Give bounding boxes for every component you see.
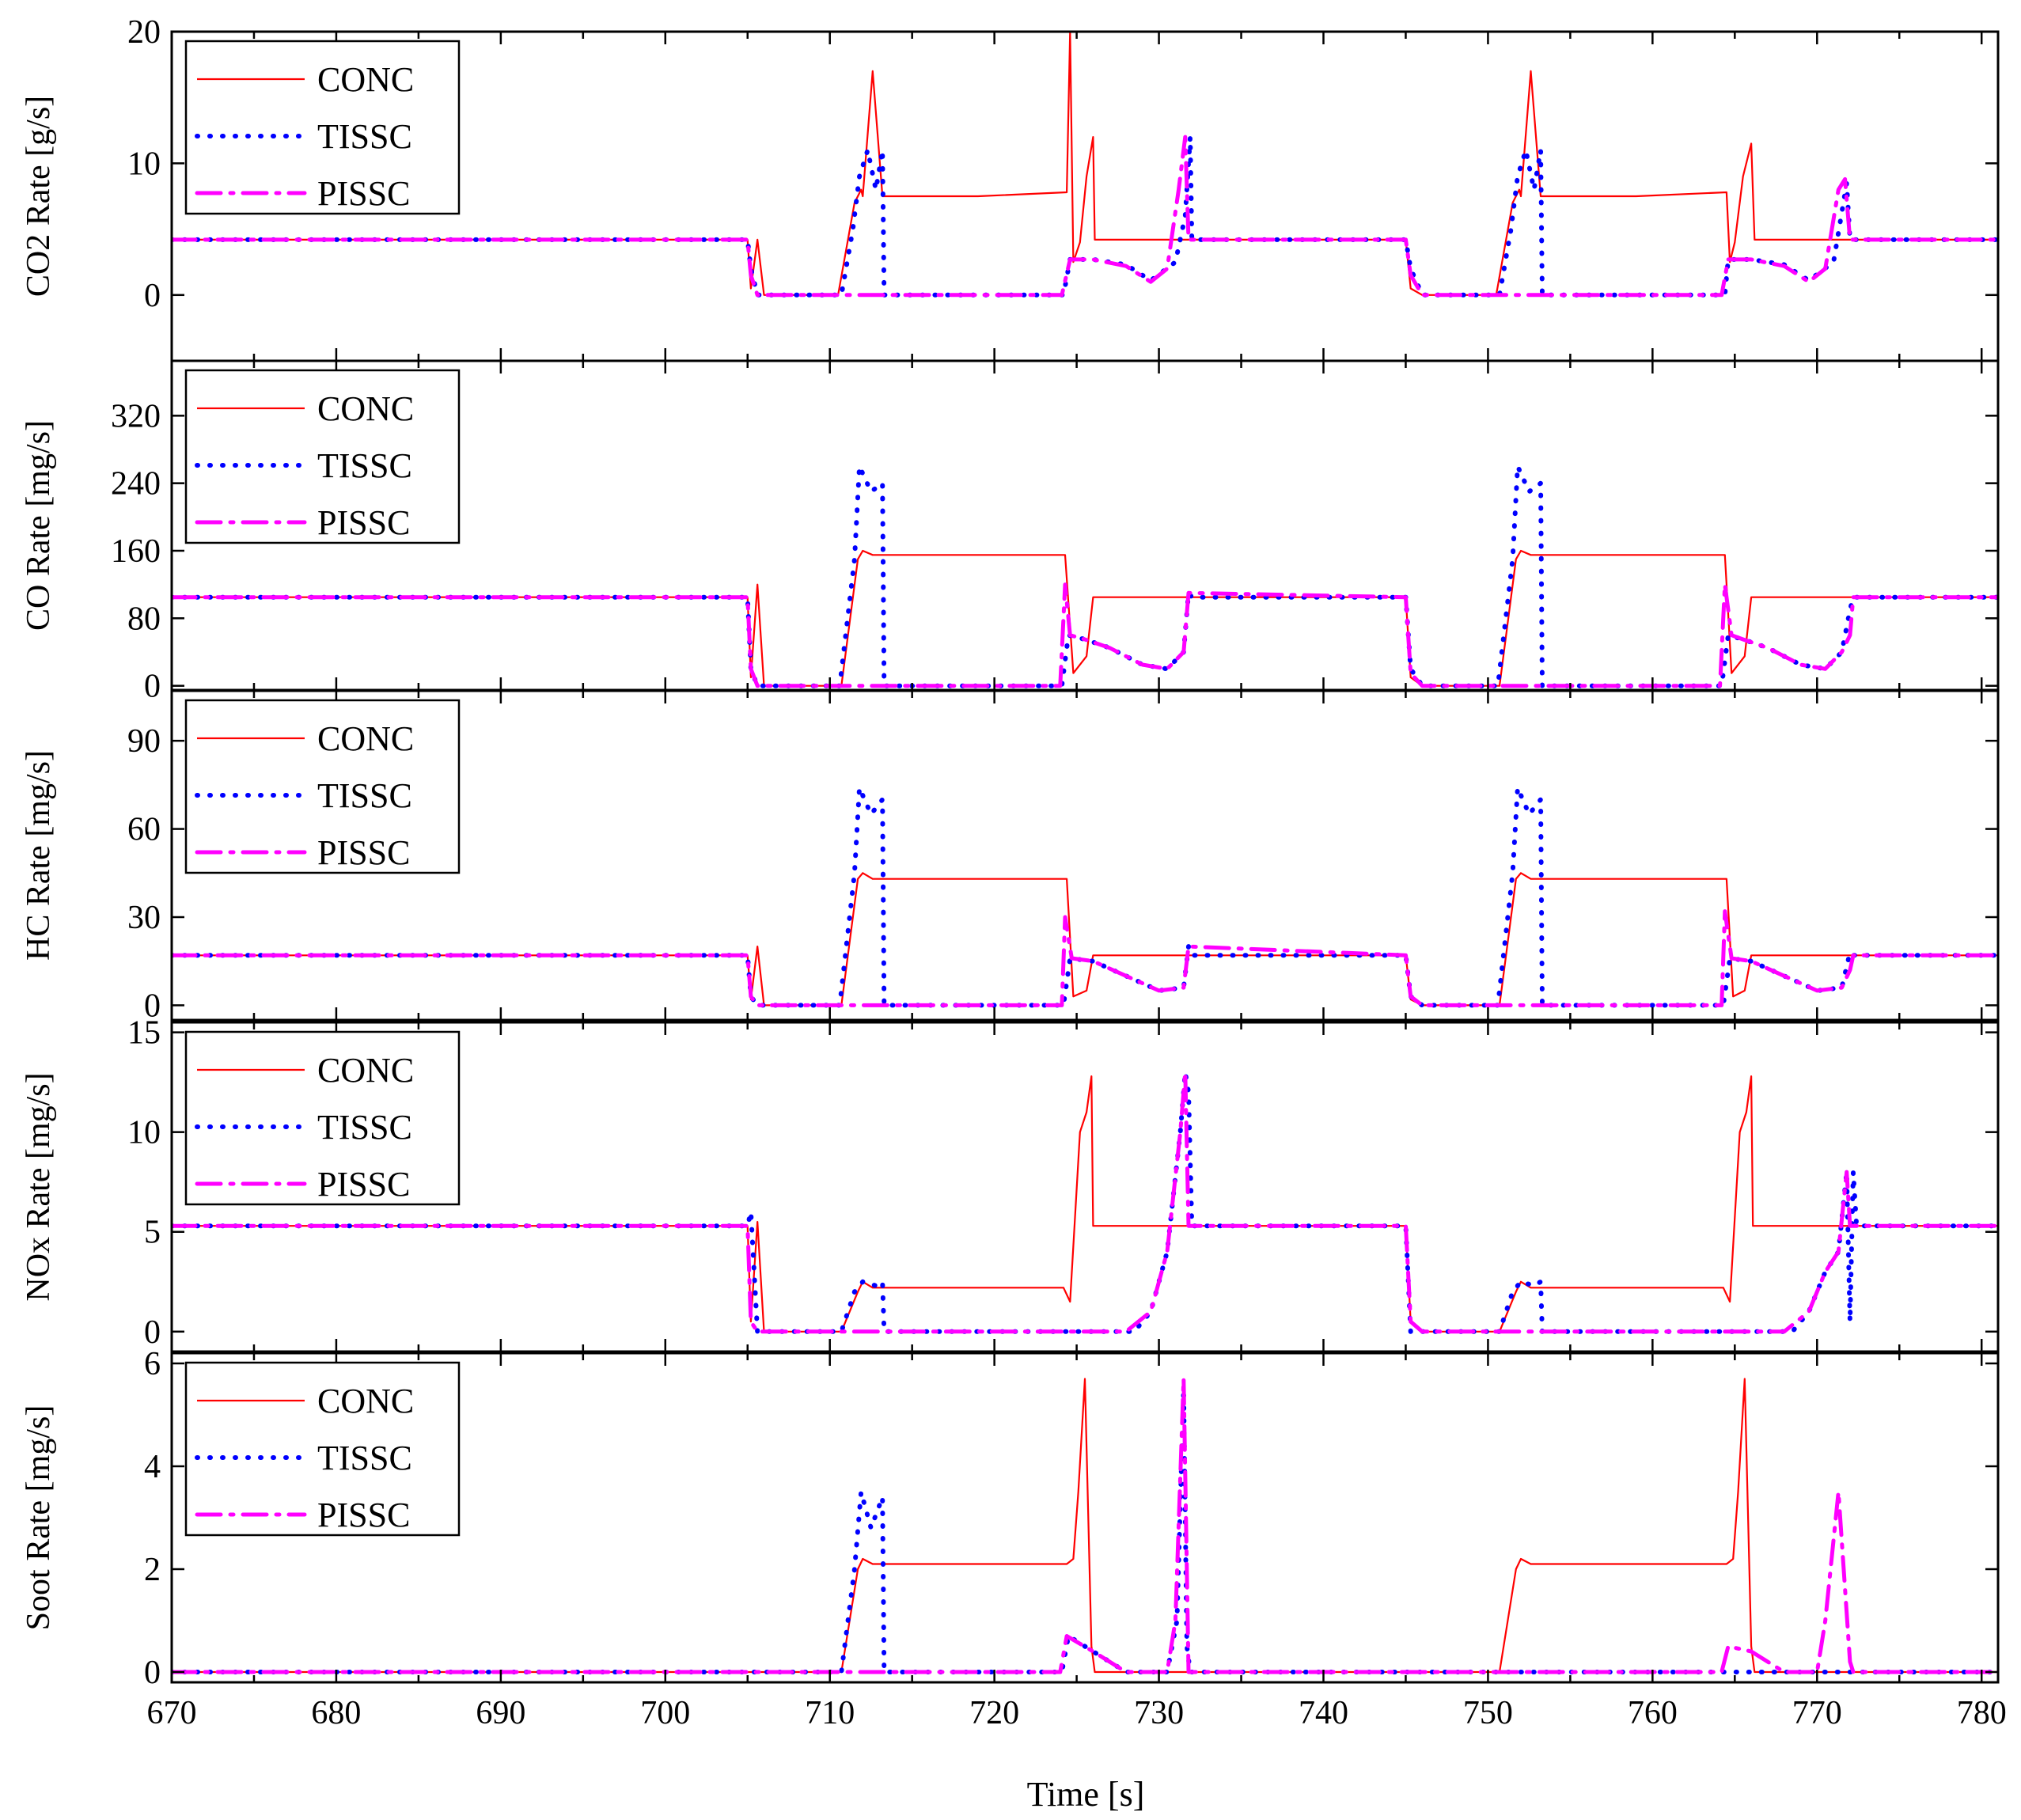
y-tick-label: 0 xyxy=(144,988,161,1024)
x-tick-label: 760 xyxy=(1628,1695,1678,1731)
panel-4: 0 5 10 15 NOx Rate [mg/s] CONC TISSC PISSC xyxy=(21,1015,2000,1353)
series-line-pissc xyxy=(172,135,1998,298)
legend-label-tissc: TISSC xyxy=(317,1108,412,1147)
y-tick-label: 15 xyxy=(127,1015,161,1052)
legend-label-pissc: PISSC xyxy=(317,174,410,213)
legend-label-tissc: TISSC xyxy=(317,776,412,815)
legend-label-conc: CONC xyxy=(317,389,414,428)
x-tick-label: 780 xyxy=(1957,1695,2007,1731)
y-axis-label: CO2 Rate [g/s] xyxy=(21,96,57,297)
plot-frame xyxy=(170,1021,2000,1353)
y-tick-label: 2 xyxy=(144,1552,161,1588)
series-group xyxy=(172,32,1998,298)
series-group xyxy=(172,1070,1998,1334)
panel-1: 0 10 20 CO2 Rate [g/s] CONC TISSC PISSC xyxy=(21,14,2000,362)
series-line-pissc xyxy=(172,1070,1998,1334)
y-tick-label: 10 xyxy=(127,146,161,182)
y-tick-label: 160 xyxy=(111,533,161,570)
series-group xyxy=(172,785,1998,1008)
legend-label-pissc: PISSC xyxy=(317,503,410,542)
x-tick-label: 680 xyxy=(311,1695,361,1731)
y-tick-label: 4 xyxy=(144,1449,161,1485)
y-axis-label: CO Rate [mg/s] xyxy=(21,420,57,631)
y-axis-label: HC Rate [mg/s] xyxy=(21,750,57,961)
legend-label-tissc: TISSC xyxy=(317,446,412,485)
legend-label-conc: CONC xyxy=(317,60,414,99)
series-line-pissc xyxy=(172,909,1998,1007)
y-tick-label: 10 xyxy=(127,1115,161,1151)
series-line-conc xyxy=(172,32,1998,296)
x-tick-label: 770 xyxy=(1792,1695,1842,1731)
x-tick-label: 670 xyxy=(147,1695,197,1731)
x-tick-label: 730 xyxy=(1134,1695,1184,1731)
legend-label-pissc: PISSC xyxy=(317,1165,410,1204)
y-tick-label: 30 xyxy=(127,900,161,936)
series-line-tissc xyxy=(172,785,1998,1008)
x-tick-label: 700 xyxy=(640,1695,690,1731)
y-tick-label: 0 xyxy=(144,1655,161,1691)
legend-label-pissc: PISSC xyxy=(317,1496,410,1534)
y-tick-label: 20 xyxy=(127,14,161,51)
x-tick-label: 750 xyxy=(1463,1695,1513,1731)
legend-label-tissc: TISSC xyxy=(317,1439,412,1477)
series-group xyxy=(172,1377,1998,1674)
legend-label-conc: CONC xyxy=(317,1051,414,1090)
x-tick-label: 740 xyxy=(1299,1695,1348,1731)
y-tick-label: 0 xyxy=(144,1314,161,1351)
panel-2: 0 80 160 240 320 CO Rate [mg/s] CONC TISSC PISSC xyxy=(21,359,2000,705)
legend-label-pissc: PISSC xyxy=(317,833,410,872)
legend-box xyxy=(184,1030,461,1206)
y-tick-label: 5 xyxy=(144,1215,161,1251)
plot-frame xyxy=(170,1352,2000,1684)
y-tick-label: 80 xyxy=(127,601,161,637)
x-tick-label: 690 xyxy=(476,1695,525,1731)
plot-frame xyxy=(170,689,2000,1022)
panel-3: 0 30 60 90 HC Rate [mg/s] CONC TISSC PISSC xyxy=(21,689,2000,1024)
series-line-pissc xyxy=(172,582,1998,688)
legend-box xyxy=(184,369,461,544)
legend-label-conc: CONC xyxy=(317,1382,414,1420)
y-tick-label: 90 xyxy=(127,723,161,760)
legend-box xyxy=(184,699,461,874)
y-axis-label: Soot Rate [mg/s] xyxy=(21,1405,57,1631)
y-tick-label: 6 xyxy=(144,1346,161,1382)
legend-label-tissc: TISSC xyxy=(317,117,412,156)
y-axis-label: NOx Rate [mg/s] xyxy=(21,1072,57,1301)
series-group xyxy=(172,464,1998,688)
legend-box xyxy=(184,40,461,215)
y-tick-label: 60 xyxy=(127,812,161,848)
series-line-pissc xyxy=(172,1377,1998,1674)
panel-5: 0 2 4 6 Soot Rate [mg/s] CONC TISSC PISSC xyxy=(21,1346,2000,1691)
legend-label-conc: CONC xyxy=(317,719,414,758)
y-tick-label: 320 xyxy=(111,398,161,434)
legend-box xyxy=(184,1361,461,1537)
y-tick-label: 0 xyxy=(144,669,161,705)
y-tick-label: 240 xyxy=(111,466,161,502)
x-tick-label: 710 xyxy=(805,1695,855,1731)
x-axis-label: Time [s] xyxy=(1027,1775,1145,1814)
x-tick-label: 720 xyxy=(969,1695,1019,1731)
y-tick-label: 0 xyxy=(144,278,161,314)
